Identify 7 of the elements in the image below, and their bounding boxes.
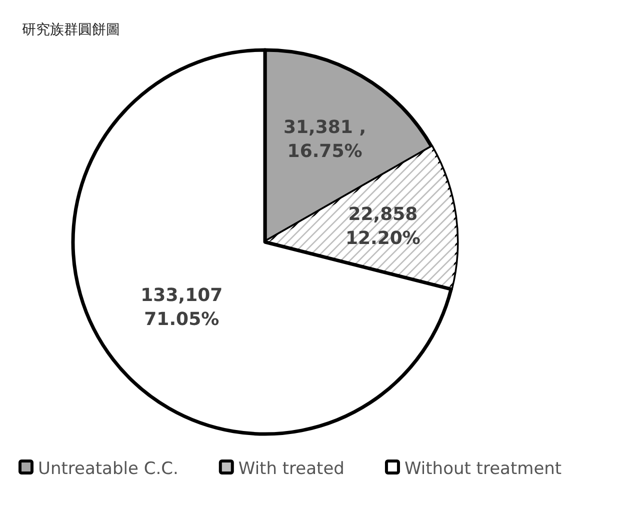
- chart-title: 研究族群圓餅圖: [22, 22, 120, 38]
- legend-label: Untreatable C.C.: [38, 459, 178, 479]
- legend-label: With treated: [238, 459, 344, 479]
- data-label: 22,858 12.20%: [345, 204, 420, 249]
- data-label: 133,107 71.05%: [140, 284, 223, 330]
- legend-label: Without treatment: [404, 459, 562, 479]
- data-label: 31,381 , 16.75%: [284, 117, 366, 162]
